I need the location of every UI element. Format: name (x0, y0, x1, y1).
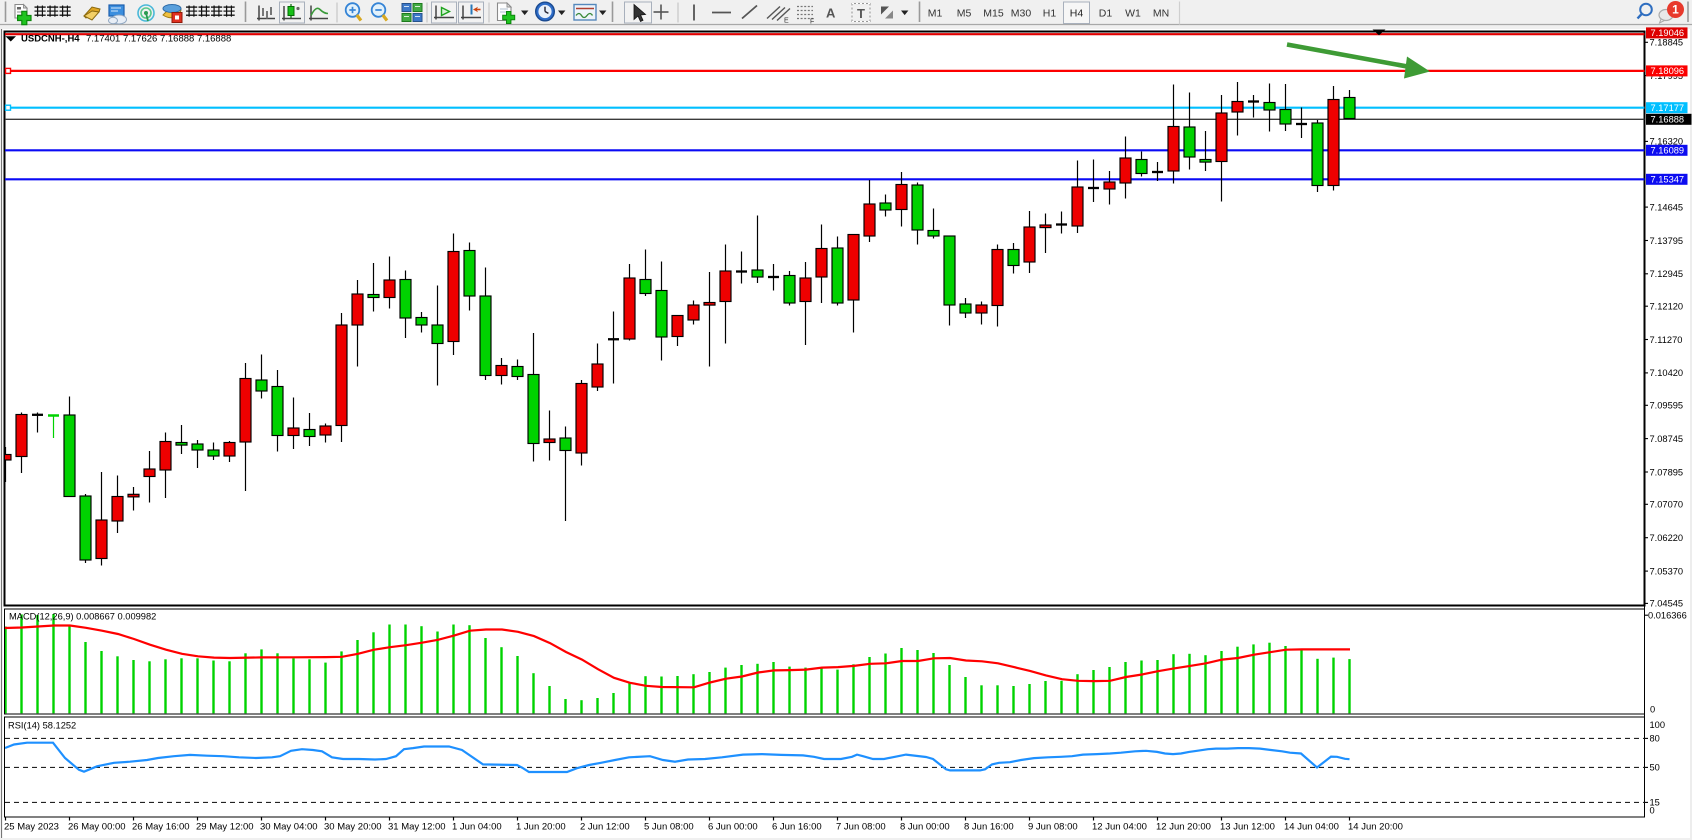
svg-text:7 Jun 08:00: 7 Jun 08:00 (836, 821, 886, 832)
svg-text:E: E (784, 18, 789, 25)
svg-text:7.17401 7.17626 7.16888 7.1688: 7.17401 7.17626 7.16888 7.16888 (86, 33, 231, 44)
svg-text:30 May 20:00: 30 May 20:00 (324, 821, 382, 832)
svg-text:H1: H1 (1043, 8, 1057, 20)
svg-text:7.15347: 7.15347 (1651, 175, 1685, 185)
svg-text:7.17177: 7.17177 (1651, 103, 1685, 113)
svg-text:0.016366: 0.016366 (1648, 611, 1687, 621)
svg-text:26 May 00:00: 26 May 00:00 (68, 821, 126, 832)
svg-text:0: 0 (1650, 806, 1655, 816)
svg-text:M15: M15 (983, 8, 1004, 20)
svg-text:7.11270: 7.11270 (1650, 335, 1683, 345)
svg-text:7.09595: 7.09595 (1650, 401, 1684, 411)
svg-text:7.16320: 7.16320 (1650, 137, 1684, 147)
svg-text:MACD(12,26,9) 0.008667 0.00998: MACD(12,26,9) 0.008667 0.009982 (9, 611, 156, 621)
svg-text:12 Jun 04:00: 12 Jun 04:00 (1092, 821, 1147, 832)
svg-text:6 Jun 16:00: 6 Jun 16:00 (772, 821, 822, 832)
svg-text:100: 100 (1650, 720, 1666, 730)
svg-text:7.05370: 7.05370 (1650, 566, 1684, 576)
svg-text:1 Jun 20:00: 1 Jun 20:00 (516, 821, 566, 832)
svg-text:30 May 04:00: 30 May 04:00 (260, 821, 318, 832)
svg-text:8 Jun 16:00: 8 Jun 16:00 (964, 821, 1014, 832)
svg-text:A: A (826, 6, 836, 21)
svg-text:D1: D1 (1099, 8, 1113, 20)
svg-text:7.13795: 7.13795 (1650, 236, 1684, 246)
svg-text:14 Jun 04:00: 14 Jun 04:00 (1284, 821, 1339, 832)
svg-text:7.14645: 7.14645 (1650, 202, 1684, 212)
svg-text:29 May 12:00: 29 May 12:00 (196, 821, 254, 832)
svg-text:13 Jun 12:00: 13 Jun 12:00 (1220, 821, 1275, 832)
svg-text:31 May 12:00: 31 May 12:00 (388, 821, 446, 832)
svg-text:8 Jun 00:00: 8 Jun 00:00 (900, 821, 950, 832)
svg-text:14 Jun 20:00: 14 Jun 20:00 (1348, 821, 1403, 832)
svg-text:9 Jun 08:00: 9 Jun 08:00 (1028, 821, 1078, 832)
svg-text:25 May 2023: 25 May 2023 (4, 821, 59, 832)
svg-text:80: 80 (1650, 734, 1660, 744)
svg-text:50: 50 (1650, 763, 1660, 773)
svg-text:26 May 16:00: 26 May 16:00 (132, 821, 190, 832)
svg-text:2 Jun 12:00: 2 Jun 12:00 (580, 821, 630, 832)
svg-text:MN: MN (1153, 8, 1169, 20)
svg-text:7.04545: 7.04545 (1650, 599, 1684, 609)
svg-text:M5: M5 (957, 8, 972, 20)
svg-text:M30: M30 (1011, 8, 1032, 20)
svg-text:7.16089: 7.16089 (1651, 146, 1685, 156)
svg-text:7.06220: 7.06220 (1650, 533, 1684, 543)
svg-text:7.16888: 7.16888 (1651, 115, 1685, 125)
svg-text:1 Jun 04:00: 1 Jun 04:00 (452, 821, 502, 832)
svg-text:5 Jun 08:00: 5 Jun 08:00 (644, 821, 694, 832)
svg-text:12 Jun 20:00: 12 Jun 20:00 (1156, 821, 1211, 832)
svg-text:USDCNH-,H4: USDCNH-,H4 (21, 33, 80, 44)
svg-text:7.18845: 7.18845 (1650, 38, 1684, 48)
svg-text:W1: W1 (1125, 8, 1141, 20)
svg-text:1: 1 (1672, 3, 1679, 17)
svg-text:7.08745: 7.08745 (1650, 434, 1684, 444)
svg-text:T: T (857, 6, 865, 21)
svg-text:15: 15 (1650, 798, 1660, 808)
svg-text:0: 0 (1650, 704, 1655, 714)
svg-text:7.07895: 7.07895 (1650, 467, 1684, 477)
svg-text:RSI(14) 58.1252: RSI(14) 58.1252 (8, 721, 76, 731)
svg-text:M1: M1 (928, 8, 943, 20)
svg-text:7.07070: 7.07070 (1650, 500, 1684, 510)
svg-text:F: F (810, 19, 814, 26)
svg-text:7.12945: 7.12945 (1650, 269, 1684, 279)
svg-text:7.10420: 7.10420 (1650, 368, 1684, 378)
svg-text:7.18096: 7.18096 (1651, 66, 1685, 76)
svg-text:7.19046: 7.19046 (1651, 28, 1685, 38)
svg-text:6 Jun 00:00: 6 Jun 00:00 (708, 821, 758, 832)
svg-text:H4: H4 (1070, 8, 1084, 20)
svg-text:7.12120: 7.12120 (1650, 302, 1684, 312)
